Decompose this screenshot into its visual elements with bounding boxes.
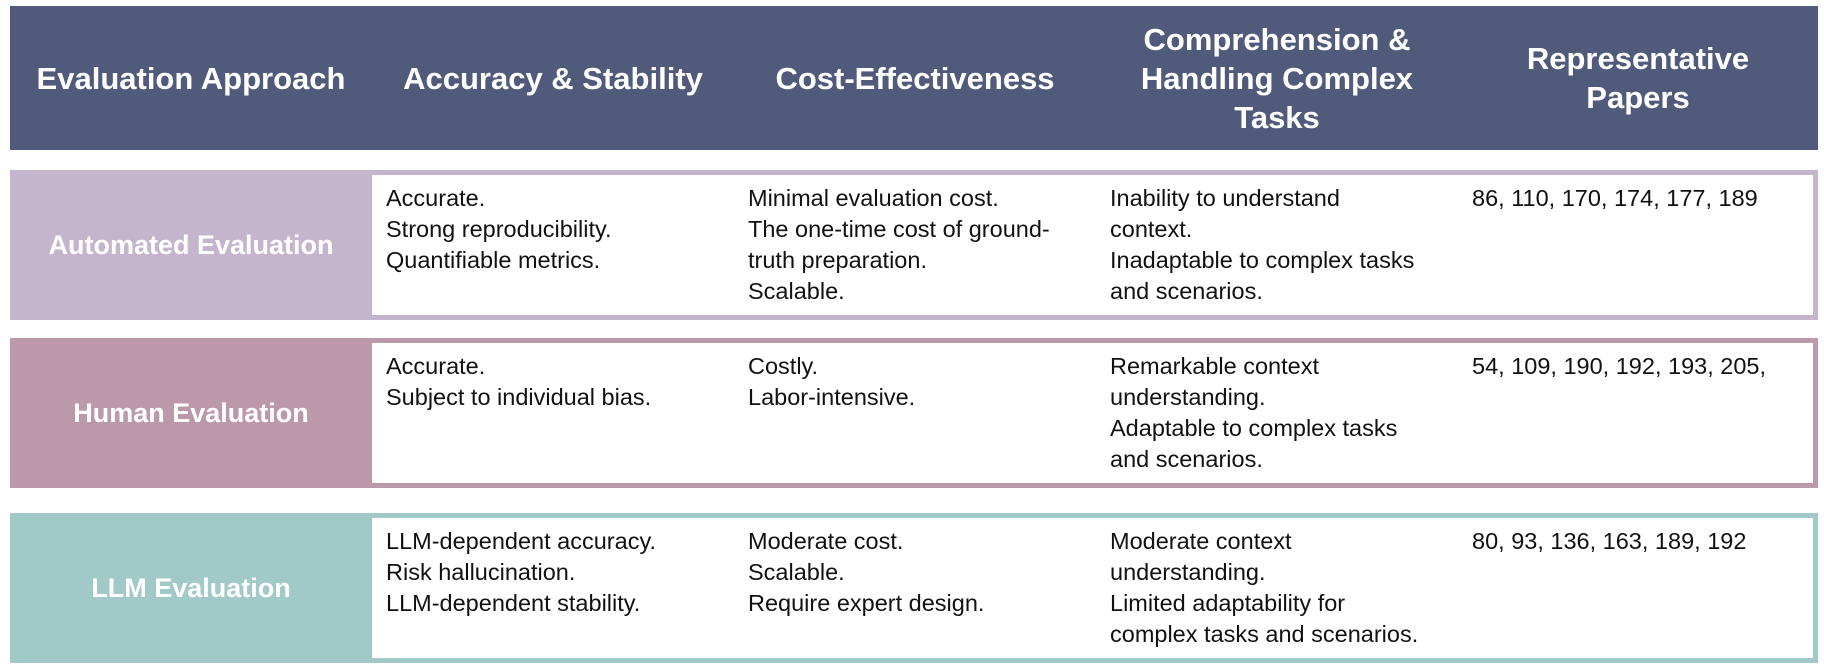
row-label-human-evaluation: Human Evaluation [73, 397, 309, 428]
cell-cost: Costly. Labor-intensive. [748, 353, 916, 410]
cell-comprehension: Moderate context understanding. Limited … [1110, 528, 1419, 647]
cell-accuracy: Accurate. Strong reproducibility. Quanti… [386, 185, 612, 273]
row-body: LLM-dependent accuracy. Risk hallucinati… [372, 518, 1813, 658]
cell-accuracy: LLM-dependent accuracy. Risk hallucinati… [386, 528, 656, 616]
table-row-human-evaluation: Human Evaluation Accurate. Subject to in… [10, 338, 1818, 488]
cell-papers: 80, 93, 136, 163, 189, 192 [1472, 528, 1747, 554]
header-accuracy-stability: Accuracy & Stability [403, 60, 703, 96]
header-comprehension: Comprehension & Handling Complex Tasks [1140, 21, 1414, 135]
table-header: Evaluation Approach Accuracy & Stability… [10, 6, 1818, 150]
cell-cost: Minimal evaluation cost. The one-time co… [748, 185, 1050, 304]
header-representative-papers: Representative Papers [1526, 41, 1750, 115]
cell-papers: 86, 110, 170, 174, 177, 189 [1472, 185, 1758, 211]
row-label-automated-evaluation: Automated Evaluation [48, 229, 334, 260]
cell-cost: Moderate cost. Scalable. Require expert … [748, 528, 985, 616]
row-body: Accurate. Subject to individual bias. Co… [372, 343, 1813, 483]
row-label-llm-evaluation: LLM Evaluation [91, 572, 291, 603]
cell-comprehension: Inability to understand context. Inadapt… [1110, 185, 1415, 304]
table-row-llm-evaluation: LLM Evaluation LLM-dependent accuracy. R… [10, 513, 1818, 663]
header-cost-effectiveness: Cost-Effectiveness [775, 60, 1055, 96]
cell-accuracy: Accurate. Subject to individual bias. [386, 353, 652, 410]
header-evaluation-approach: Evaluation Approach [36, 60, 346, 96]
row-body: Accurate. Strong reproducibility. Quanti… [372, 175, 1813, 315]
cell-comprehension: Remarkable context understanding. Adapta… [1110, 353, 1398, 472]
cell-papers: 54, 109, 190, 192, 193, 205, [1472, 353, 1767, 379]
table-row-automated-evaluation: Automated Evaluation Accurate. Strong re… [10, 170, 1818, 320]
